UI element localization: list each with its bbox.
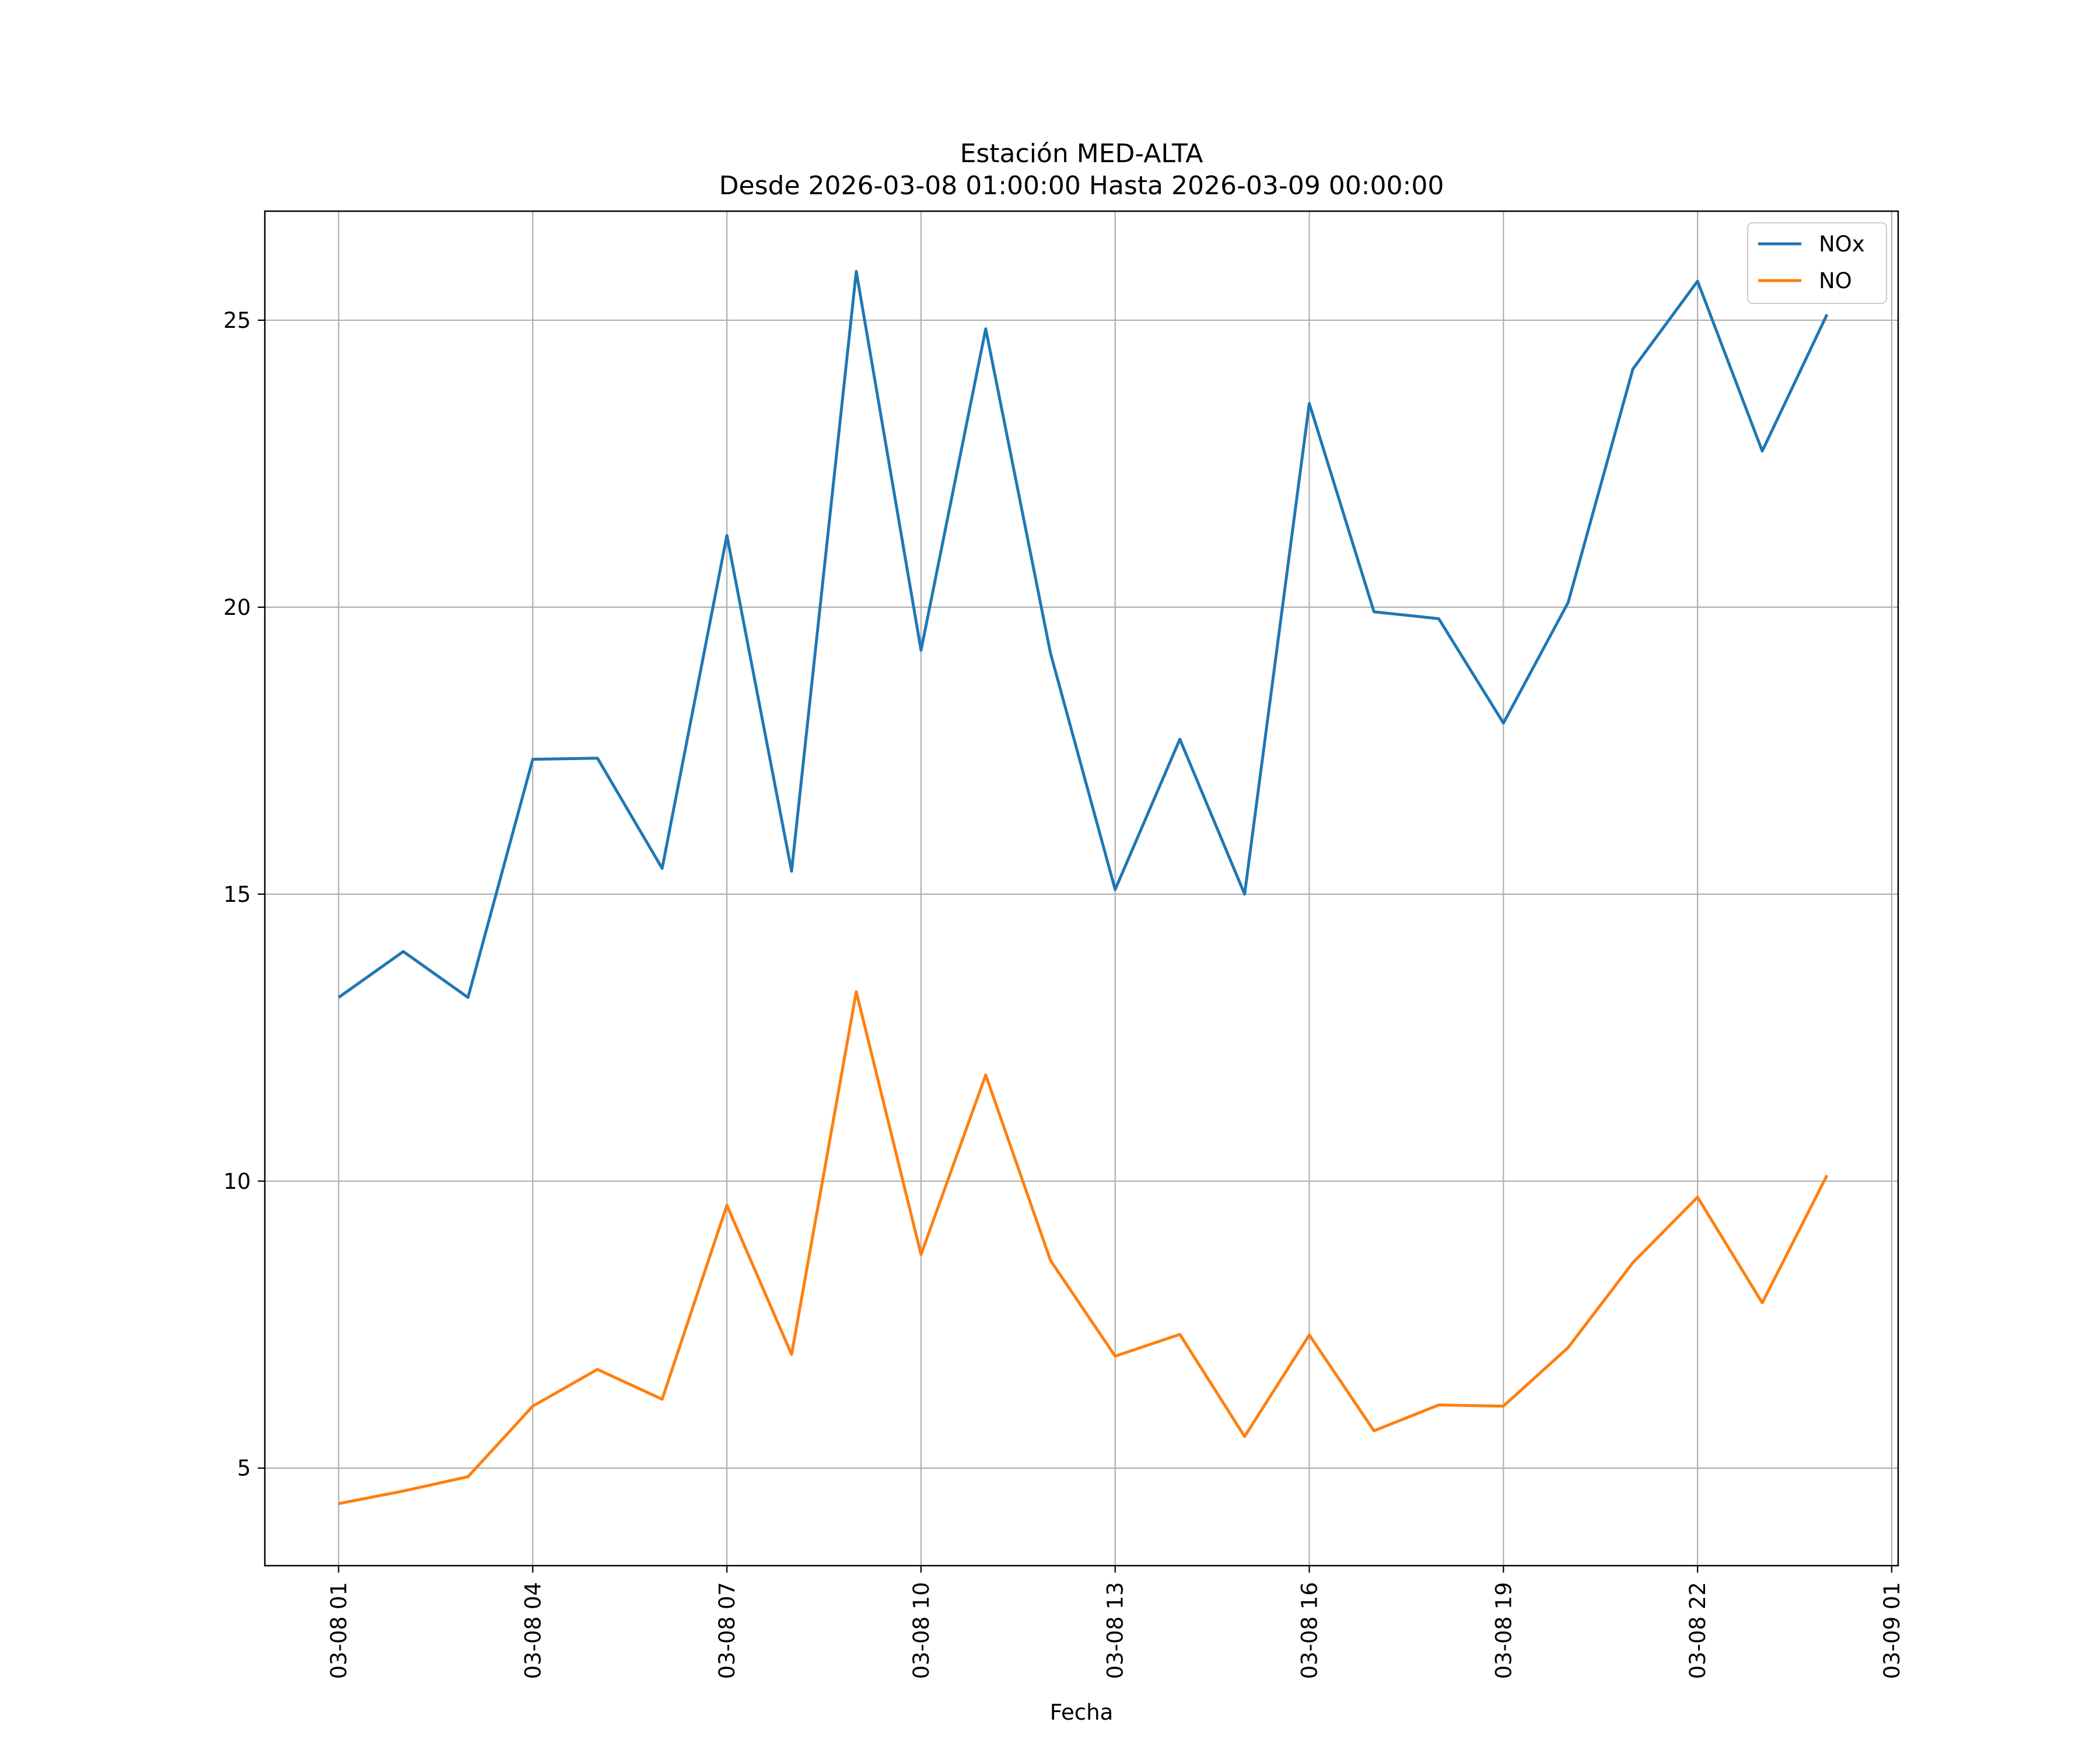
series-line-no — [338, 990, 1829, 1506]
x-tick-label: 03-08 04 — [520, 1582, 545, 1679]
series-lines — [338, 270, 1829, 1506]
x-tick-label: 03-08 10 — [909, 1582, 934, 1679]
y-tick-label: 5 — [237, 1456, 251, 1481]
axis-ticks: 03-08 01 03-08 04 03-08 07 03-08 10 03-08 13… — [223, 308, 1905, 1679]
legend-label-nox: NOx — [1819, 232, 1865, 257]
y-tick-label: 15 — [223, 882, 251, 907]
x-tick-label: 03-08 16 — [1297, 1582, 1322, 1679]
y-tick-label: 25 — [223, 308, 251, 333]
x-tick-label: 03-08 13 — [1103, 1582, 1128, 1679]
y-tick-label: 20 — [223, 595, 251, 620]
plot-area-frame — [264, 210, 1899, 1567]
legend-label-no: NO — [1819, 268, 1852, 293]
y-tick-label: 10 — [223, 1169, 251, 1194]
legend: NOx NO — [1747, 222, 1887, 304]
x-tick-label: 03-09 01 — [1880, 1582, 1905, 1679]
x-tick-label: 03-08 22 — [1685, 1582, 1710, 1679]
x-tick-label: 03-08 19 — [1491, 1582, 1516, 1679]
grid-lines — [265, 211, 1898, 1566]
x-tick-label: 03-08 01 — [326, 1582, 351, 1679]
x-tick-label: 03-08 07 — [715, 1582, 740, 1679]
series-line-nox — [338, 270, 1829, 999]
x-axis-label: Fecha — [1050, 1700, 1114, 1725]
chart-subtitle: Desde 2026-03-08 01:00:00 Hasta 2026-03-… — [719, 171, 1444, 201]
chart-title: Estación MED-ALTA — [960, 139, 1203, 169]
legend-box — [1747, 222, 1887, 304]
